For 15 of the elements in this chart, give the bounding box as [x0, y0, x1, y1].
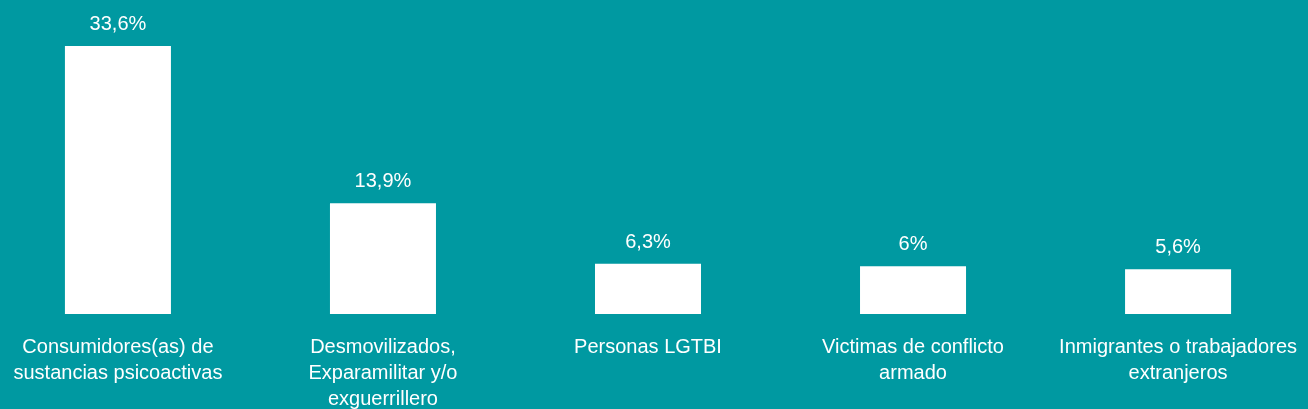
data-label: 6,3% — [625, 229, 672, 252]
bar — [64, 46, 171, 314]
data-label: 5,6% — [1155, 235, 1202, 258]
bar — [594, 263, 702, 314]
data-label: 13,9% — [354, 169, 412, 192]
x-tick-label: Consumidores(as) de sustancias psicoactivas — [13, 334, 223, 383]
data-label: 33,6% — [89, 12, 147, 34]
x-tick-label: Victimas de conflicto armado — [822, 334, 1004, 383]
x-tick-label: Inmigrantes o trabajadores extranjeros — [1059, 334, 1298, 383]
x-tick-label: Personas LGTBI — [574, 334, 722, 357]
x-tick-label: Desmovilizados, Exparamilitar y/o exguerrillero — [308, 334, 458, 409]
bar — [329, 203, 436, 314]
data-label: 6% — [898, 232, 928, 255]
bar — [860, 266, 967, 314]
bar — [1125, 269, 1232, 314]
